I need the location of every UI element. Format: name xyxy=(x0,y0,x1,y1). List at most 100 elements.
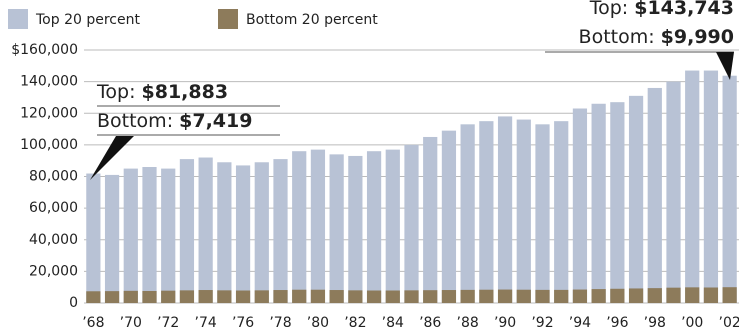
bar xyxy=(235,165,251,303)
bar xyxy=(591,103,606,303)
bar xyxy=(217,290,232,303)
bar xyxy=(310,149,326,303)
bar xyxy=(685,287,700,303)
bar xyxy=(329,154,344,303)
legend-swatch xyxy=(218,9,238,29)
x-tick-label: ’88 xyxy=(457,315,479,331)
bar xyxy=(292,151,307,303)
annotation-value: $143,743 xyxy=(634,0,734,19)
legend-label: Bottom 20 percent xyxy=(246,12,378,28)
x-tick-label: ’94 xyxy=(569,315,591,331)
bar xyxy=(685,70,700,304)
bar xyxy=(535,289,550,303)
y-tick-label: 0 xyxy=(69,295,78,311)
bar xyxy=(722,75,737,303)
bar xyxy=(123,168,138,303)
bar xyxy=(235,290,251,303)
bar xyxy=(647,288,662,303)
bar xyxy=(198,290,213,303)
bar xyxy=(366,151,382,303)
y-tick-label: 40,000 xyxy=(29,232,78,248)
x-tick-label: ’74 xyxy=(195,315,217,331)
x-tick-label: ’92 xyxy=(531,315,553,331)
x-tick-label: ’78 xyxy=(269,315,291,331)
bar xyxy=(441,290,457,303)
bar xyxy=(572,289,588,303)
annotation: Bottom: $9,990 xyxy=(579,26,734,48)
bar xyxy=(423,136,438,303)
y-tick-label: 20,000 xyxy=(29,263,78,279)
bar xyxy=(460,124,475,303)
bar xyxy=(404,144,419,303)
bar xyxy=(366,290,382,303)
bar xyxy=(610,288,625,303)
y-tick-label: $160,000 xyxy=(11,42,78,58)
bar xyxy=(591,289,606,303)
legend-label: Top 20 percent xyxy=(35,12,140,28)
annotation: Top: $143,743 xyxy=(589,0,734,19)
annotation-value: $9,990 xyxy=(661,26,734,48)
y-tick-label: 60,000 xyxy=(29,200,78,216)
annotation-value: $81,883 xyxy=(142,81,229,103)
bar xyxy=(441,130,457,303)
annotation: Bottom: $7,419 xyxy=(97,110,252,132)
bar xyxy=(161,168,176,303)
bar xyxy=(460,289,475,303)
bar xyxy=(385,149,400,303)
bar xyxy=(703,287,719,303)
annotation-label: Top: xyxy=(589,0,628,19)
bar xyxy=(666,81,681,303)
bar xyxy=(104,174,120,303)
bar xyxy=(628,95,644,303)
bar xyxy=(404,290,419,303)
bar xyxy=(572,108,588,303)
bar xyxy=(292,289,307,303)
x-tick-label: ’90 xyxy=(494,315,516,331)
bar xyxy=(104,291,120,303)
annotation-pointer xyxy=(716,52,734,80)
x-tick-label: ’02 xyxy=(719,315,739,331)
bar xyxy=(703,70,719,304)
x-tick-label: ’96 xyxy=(606,315,628,331)
bar xyxy=(479,121,494,303)
annotation: Top: $81,883 xyxy=(96,81,228,103)
x-tick-label: ’98 xyxy=(644,315,666,331)
y-tick-label: 80,000 xyxy=(29,169,78,185)
bar xyxy=(516,119,531,303)
bar xyxy=(198,157,213,303)
x-tick-label: ’82 xyxy=(344,315,366,331)
bar xyxy=(123,290,138,303)
x-tick-label: ’70 xyxy=(120,315,142,331)
bar xyxy=(423,290,438,303)
bar xyxy=(479,289,494,303)
bar xyxy=(348,155,363,303)
bar xyxy=(554,121,569,303)
y-tick-label: 120,000 xyxy=(20,105,78,121)
annotation-label: Top: xyxy=(96,81,135,103)
bar xyxy=(666,287,681,303)
legend-swatch xyxy=(8,9,28,29)
bar xyxy=(348,290,363,303)
bar xyxy=(310,289,326,303)
bar xyxy=(273,159,288,303)
bar xyxy=(254,290,269,303)
bar xyxy=(161,290,176,303)
bar xyxy=(254,162,269,303)
bar xyxy=(628,288,644,303)
bar xyxy=(86,173,101,303)
y-tick-label: 140,000 xyxy=(20,74,78,90)
bar xyxy=(554,289,569,303)
bar xyxy=(497,289,513,303)
annotation-label: Bottom: xyxy=(579,26,655,48)
bar xyxy=(142,167,157,303)
bar xyxy=(497,116,513,303)
x-tick-label: ’76 xyxy=(232,315,254,331)
x-tick-label: ’68 xyxy=(82,315,104,331)
annotation-label: Bottom: xyxy=(97,110,173,132)
x-tick-label: ’80 xyxy=(307,315,329,331)
x-tick-label: ’84 xyxy=(382,315,404,331)
bar xyxy=(217,162,232,303)
bar xyxy=(179,159,195,303)
bar xyxy=(86,291,101,303)
